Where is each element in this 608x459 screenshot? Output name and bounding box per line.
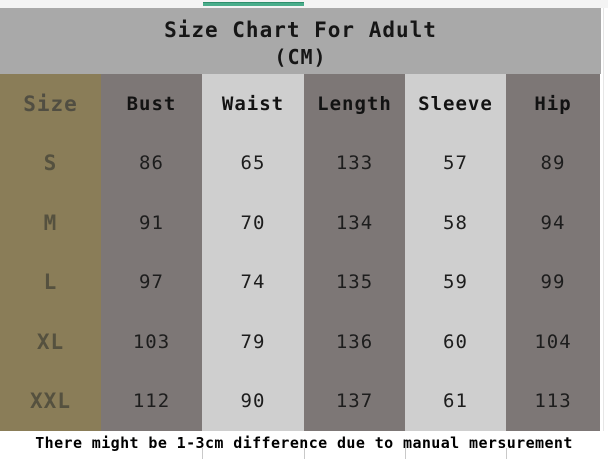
- data-cell: 89: [540, 152, 566, 175]
- header-cell: Length: [317, 92, 392, 115]
- data-cell: M: [43, 210, 58, 235]
- gridline-tick: [202, 448, 203, 459]
- page-title: Size Chart For Adult: [164, 18, 437, 42]
- data-cell: 65: [240, 152, 266, 175]
- data-cell: 137: [335, 390, 374, 413]
- size-chart-table: Size S M L XL XXL Bust 86 91 97 103 112 …: [0, 74, 600, 431]
- data-cell: 70: [240, 211, 266, 234]
- column-hip: Hip 89 94 99 104 113: [506, 74, 600, 431]
- data-cell: 90: [240, 390, 266, 413]
- data-cell: 79: [240, 330, 266, 353]
- data-cell: 58: [443, 211, 468, 234]
- header-cell: Sleeve: [418, 92, 493, 115]
- data-cell: XXL: [30, 389, 71, 414]
- gridline-tick: [405, 448, 406, 459]
- data-cell: 60: [443, 330, 468, 353]
- data-cell: 103: [132, 330, 171, 353]
- data-cell: 113: [534, 390, 572, 413]
- data-cell: S: [43, 151, 58, 176]
- measurement-disclaimer: There might be 1-3cm difference due to m…: [35, 434, 573, 452]
- data-cell: 94: [540, 211, 566, 234]
- data-cell: 97: [139, 271, 164, 294]
- unit-label: (CM): [274, 45, 327, 69]
- gridline-tick: [304, 448, 305, 459]
- column-bust: Bust 86 91 97 103 112: [101, 74, 202, 431]
- data-cell: 135: [335, 271, 374, 294]
- header-cell: Waist: [221, 92, 285, 115]
- data-cell: 136: [335, 330, 374, 353]
- data-cell: 91: [139, 211, 164, 234]
- data-cell: 61: [443, 390, 468, 413]
- selection-accent-line: [203, 2, 304, 6]
- data-cell: 133: [335, 152, 374, 175]
- data-cell: 134: [335, 211, 374, 234]
- data-cell: 57: [443, 152, 468, 175]
- data-cell: XL: [36, 329, 65, 354]
- column-length: Length 133 134 135 136 137: [304, 74, 405, 431]
- data-cell: 86: [139, 152, 164, 175]
- data-cell: 74: [240, 271, 266, 294]
- column-waist: Waist 65 70 74 79 90: [202, 74, 304, 431]
- data-cell: 99: [540, 271, 566, 294]
- column-sleeve: Sleeve 57 58 59 60 61: [405, 74, 506, 431]
- right-gridline: [603, 8, 604, 445]
- footer: There might be 1-3cm difference due to m…: [0, 431, 608, 459]
- title-bar: Size Chart For Adult (CM): [0, 8, 601, 74]
- gridline-tick: [506, 448, 507, 459]
- data-cell: 112: [132, 390, 171, 413]
- data-cell: L: [43, 270, 58, 295]
- data-cell: 59: [443, 271, 468, 294]
- header-cell: Size: [23, 91, 78, 116]
- header-cell: Hip: [534, 92, 572, 115]
- top-margin-strip: [0, 0, 608, 8]
- data-cell: 104: [534, 330, 572, 353]
- header-cell: Bust: [126, 92, 177, 115]
- column-size: Size S M L XL XXL: [0, 74, 101, 431]
